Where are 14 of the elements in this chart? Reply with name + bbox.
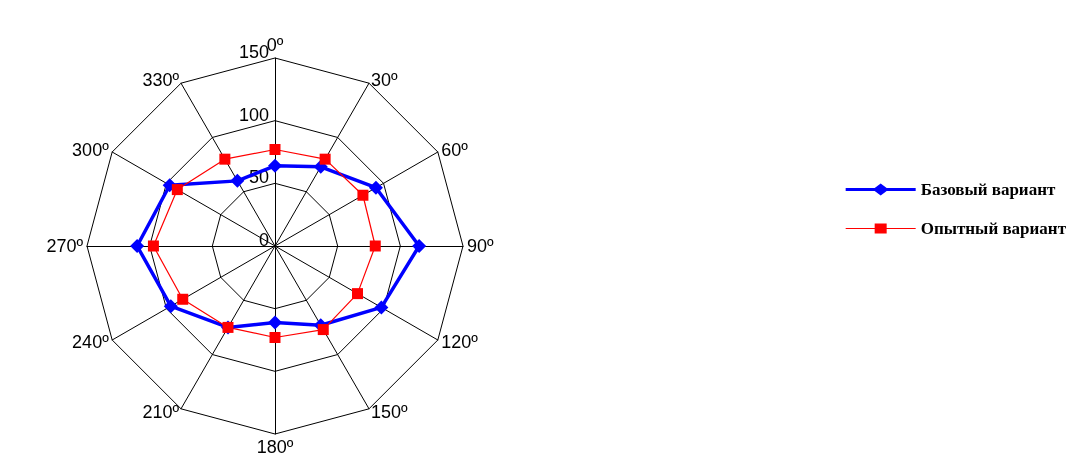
spoke-label: 150º (371, 402, 409, 423)
legend-label: Опытный вариант (920, 219, 1067, 238)
spoke-label: 210º (142, 402, 180, 423)
spoke-label: 330º (142, 69, 180, 90)
legend-label: Базовый вариант (920, 180, 1056, 199)
y-tick-label: 100 (238, 104, 269, 125)
spoke-label: 240º (72, 332, 110, 352)
spoke-label: 90º (467, 236, 495, 256)
spoke-label: 60º (441, 140, 469, 160)
spoke-label: 120º (441, 332, 479, 352)
spoke-label: 30º (371, 69, 399, 90)
spoke-label: 300º (72, 140, 110, 160)
spoke-label: 270º (46, 236, 84, 256)
spoke-label: 180º (256, 437, 294, 457)
